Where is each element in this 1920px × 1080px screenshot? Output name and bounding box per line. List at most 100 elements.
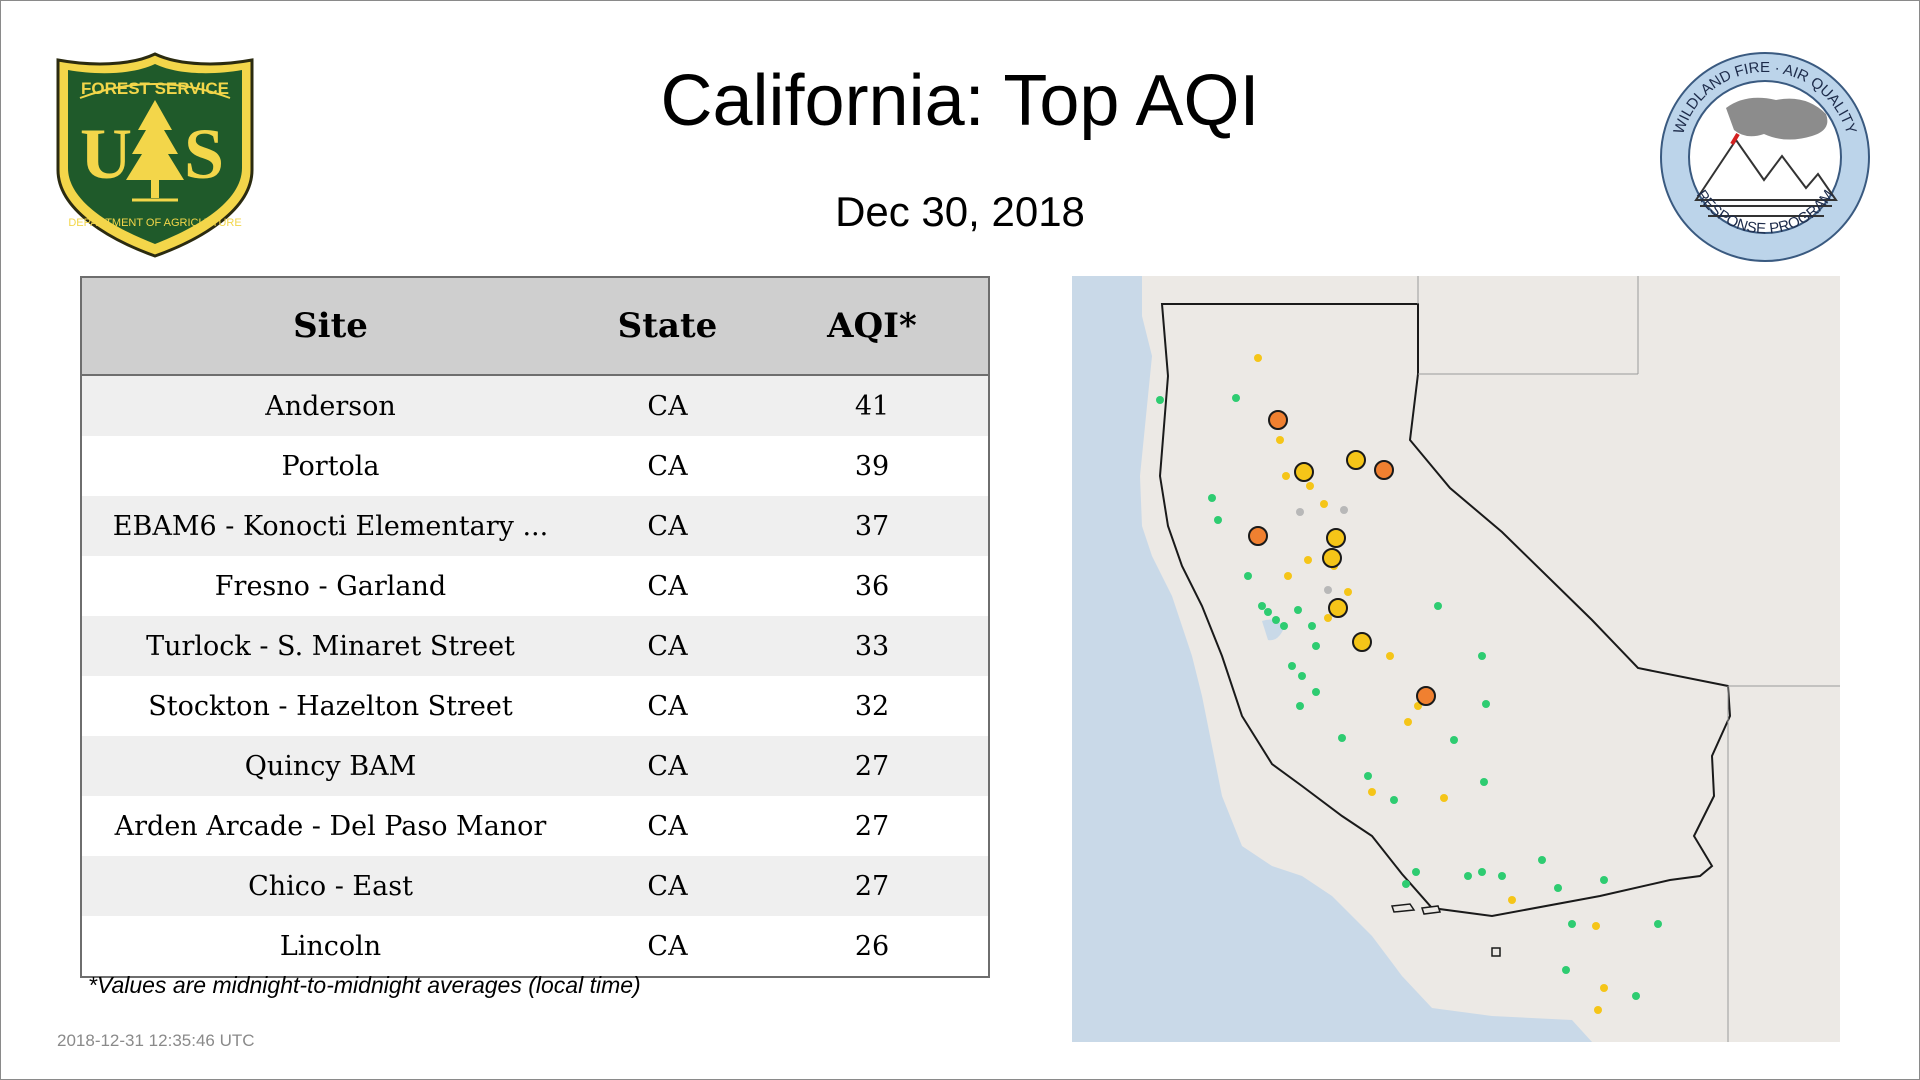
map-marker-good: [1232, 394, 1240, 402]
cell-aqi: 41: [756, 375, 988, 436]
cell-aqi: 33: [756, 616, 988, 676]
wildland-fire-aq-seal-logo: WILDLAND FIRE · AIR QUALITY RESPONSE PRO…: [1660, 52, 1870, 262]
map-marker-moderate: [1344, 588, 1352, 596]
map-marker-moderate: [1276, 436, 1284, 444]
cell-aqi: 37: [756, 496, 988, 556]
table-row: Chico - East CA 27: [82, 856, 988, 916]
map-marker-good: [1538, 856, 1546, 864]
cell-state: CA: [579, 556, 756, 616]
table-header-row: Site State AQI*: [82, 278, 988, 376]
map-marker-good: [1402, 880, 1410, 888]
map-marker-good: [1554, 884, 1562, 892]
map-marker-good: [1498, 872, 1506, 880]
map-marker-large-moderate: [1322, 548, 1342, 568]
map-marker-moderate: [1284, 572, 1292, 580]
column-header-site: Site: [82, 278, 579, 376]
map-marker-good: [1272, 616, 1280, 624]
map-marker-good: [1288, 662, 1296, 670]
map-marker-good: [1478, 868, 1486, 876]
map-markers: [1156, 354, 1662, 1014]
map-marker-moderate: [1594, 1006, 1602, 1014]
map-marker-gray: [1296, 508, 1304, 516]
cell-aqi: 36: [756, 556, 988, 616]
map-marker-good: [1298, 672, 1306, 680]
cell-site: Chico - East: [82, 856, 579, 916]
cell-site: Turlock - S. Minaret Street: [82, 616, 579, 676]
table-row: EBAM6 - Konocti Elementary ... CA 37: [82, 496, 988, 556]
svg-text:FOREST SERVICE: FOREST SERVICE: [81, 79, 229, 98]
map-marker-good: [1412, 868, 1420, 876]
map-marker-moderate: [1320, 500, 1328, 508]
cell-aqi: 39: [756, 436, 988, 496]
map-marker-good: [1308, 622, 1316, 630]
map-marker-large-usg: [1416, 686, 1436, 706]
map-marker-moderate: [1306, 482, 1314, 490]
cell-state: CA: [579, 375, 756, 436]
map-marker-good: [1600, 876, 1608, 884]
map-marker-good: [1478, 652, 1486, 660]
cell-site: Portola: [82, 436, 579, 496]
map-marker-moderate: [1600, 984, 1608, 992]
map-marker-moderate: [1592, 922, 1600, 930]
cell-aqi: 27: [756, 796, 988, 856]
map-marker-moderate: [1368, 788, 1376, 796]
forest-service-shield-logo: FOREST SERVICE U S DEPARTMENT OF AGRICUL…: [56, 52, 254, 258]
cell-site: Anderson: [82, 375, 579, 436]
map-marker-large-moderate: [1326, 528, 1346, 548]
map-marker-good: [1156, 396, 1164, 404]
map-marker-good: [1390, 796, 1398, 804]
cell-site: EBAM6 - Konocti Elementary ...: [82, 496, 579, 556]
svg-text:S: S: [184, 114, 224, 194]
map-marker-good: [1364, 772, 1372, 780]
cell-site: Lincoln: [82, 916, 579, 976]
column-header-state: State: [579, 278, 756, 376]
timestamp: 2018-12-31 12:35:46 UTC: [57, 1031, 255, 1050]
map-marker-good: [1450, 736, 1458, 744]
cell-state: CA: [579, 736, 756, 796]
map-island: [1390, 903, 1416, 913]
cell-aqi: 32: [756, 676, 988, 736]
cell-state: CA: [579, 496, 756, 556]
cell-aqi: 27: [756, 856, 988, 916]
map-marker-good: [1280, 622, 1288, 630]
california-aqi-map: [1072, 276, 1840, 1042]
map-marker-good: [1654, 920, 1662, 928]
cell-state: CA: [579, 676, 756, 736]
map-marker-large-usg: [1248, 526, 1268, 546]
footnote: *Values are midnight-to-midnight average…: [88, 972, 641, 998]
map-marker-large-moderate: [1352, 632, 1372, 652]
map-marker-moderate: [1508, 896, 1516, 904]
cell-state: CA: [579, 916, 756, 976]
table-row: Quincy BAM CA 27: [82, 736, 988, 796]
top-aqi-table: Site State AQI* Anderson CA 41 Portola CA 39…: [80, 276, 990, 978]
cell-aqi: 27: [756, 736, 988, 796]
map-marker-large-moderate: [1294, 462, 1314, 482]
map-marker-good: [1296, 702, 1304, 710]
map-land: [1140, 276, 1840, 1042]
map-marker-good: [1208, 494, 1216, 502]
table-row: Turlock - S. Minaret Street CA 33: [82, 616, 988, 676]
table-row: Fresno - Garland CA 36: [82, 556, 988, 616]
table-row: Stockton - Hazelton Street CA 32: [82, 676, 988, 736]
map-marker-good: [1244, 572, 1252, 580]
cell-state: CA: [579, 856, 756, 916]
cell-state: CA: [579, 616, 756, 676]
map-marker-moderate: [1386, 652, 1394, 660]
map-marker-good: [1562, 966, 1570, 974]
map-marker-good: [1338, 734, 1346, 742]
map-marker-moderate: [1324, 614, 1332, 622]
column-header-aqi: AQI*: [756, 278, 988, 376]
cell-aqi: 26: [756, 916, 988, 976]
cell-site: Quincy BAM: [82, 736, 579, 796]
map-marker-good: [1214, 516, 1222, 524]
map-marker-moderate: [1404, 718, 1412, 726]
map-marker-good: [1480, 778, 1488, 786]
map-marker-moderate: [1282, 472, 1290, 480]
map-marker-gray: [1324, 586, 1332, 594]
map-marker-moderate: [1440, 794, 1448, 802]
table-row: Lincoln CA 26: [82, 916, 988, 976]
map-marker-good: [1294, 606, 1302, 614]
page-date: Dec 30, 2018: [835, 188, 1085, 235]
map-marker-good: [1258, 602, 1266, 610]
map-bay: [1262, 619, 1284, 641]
